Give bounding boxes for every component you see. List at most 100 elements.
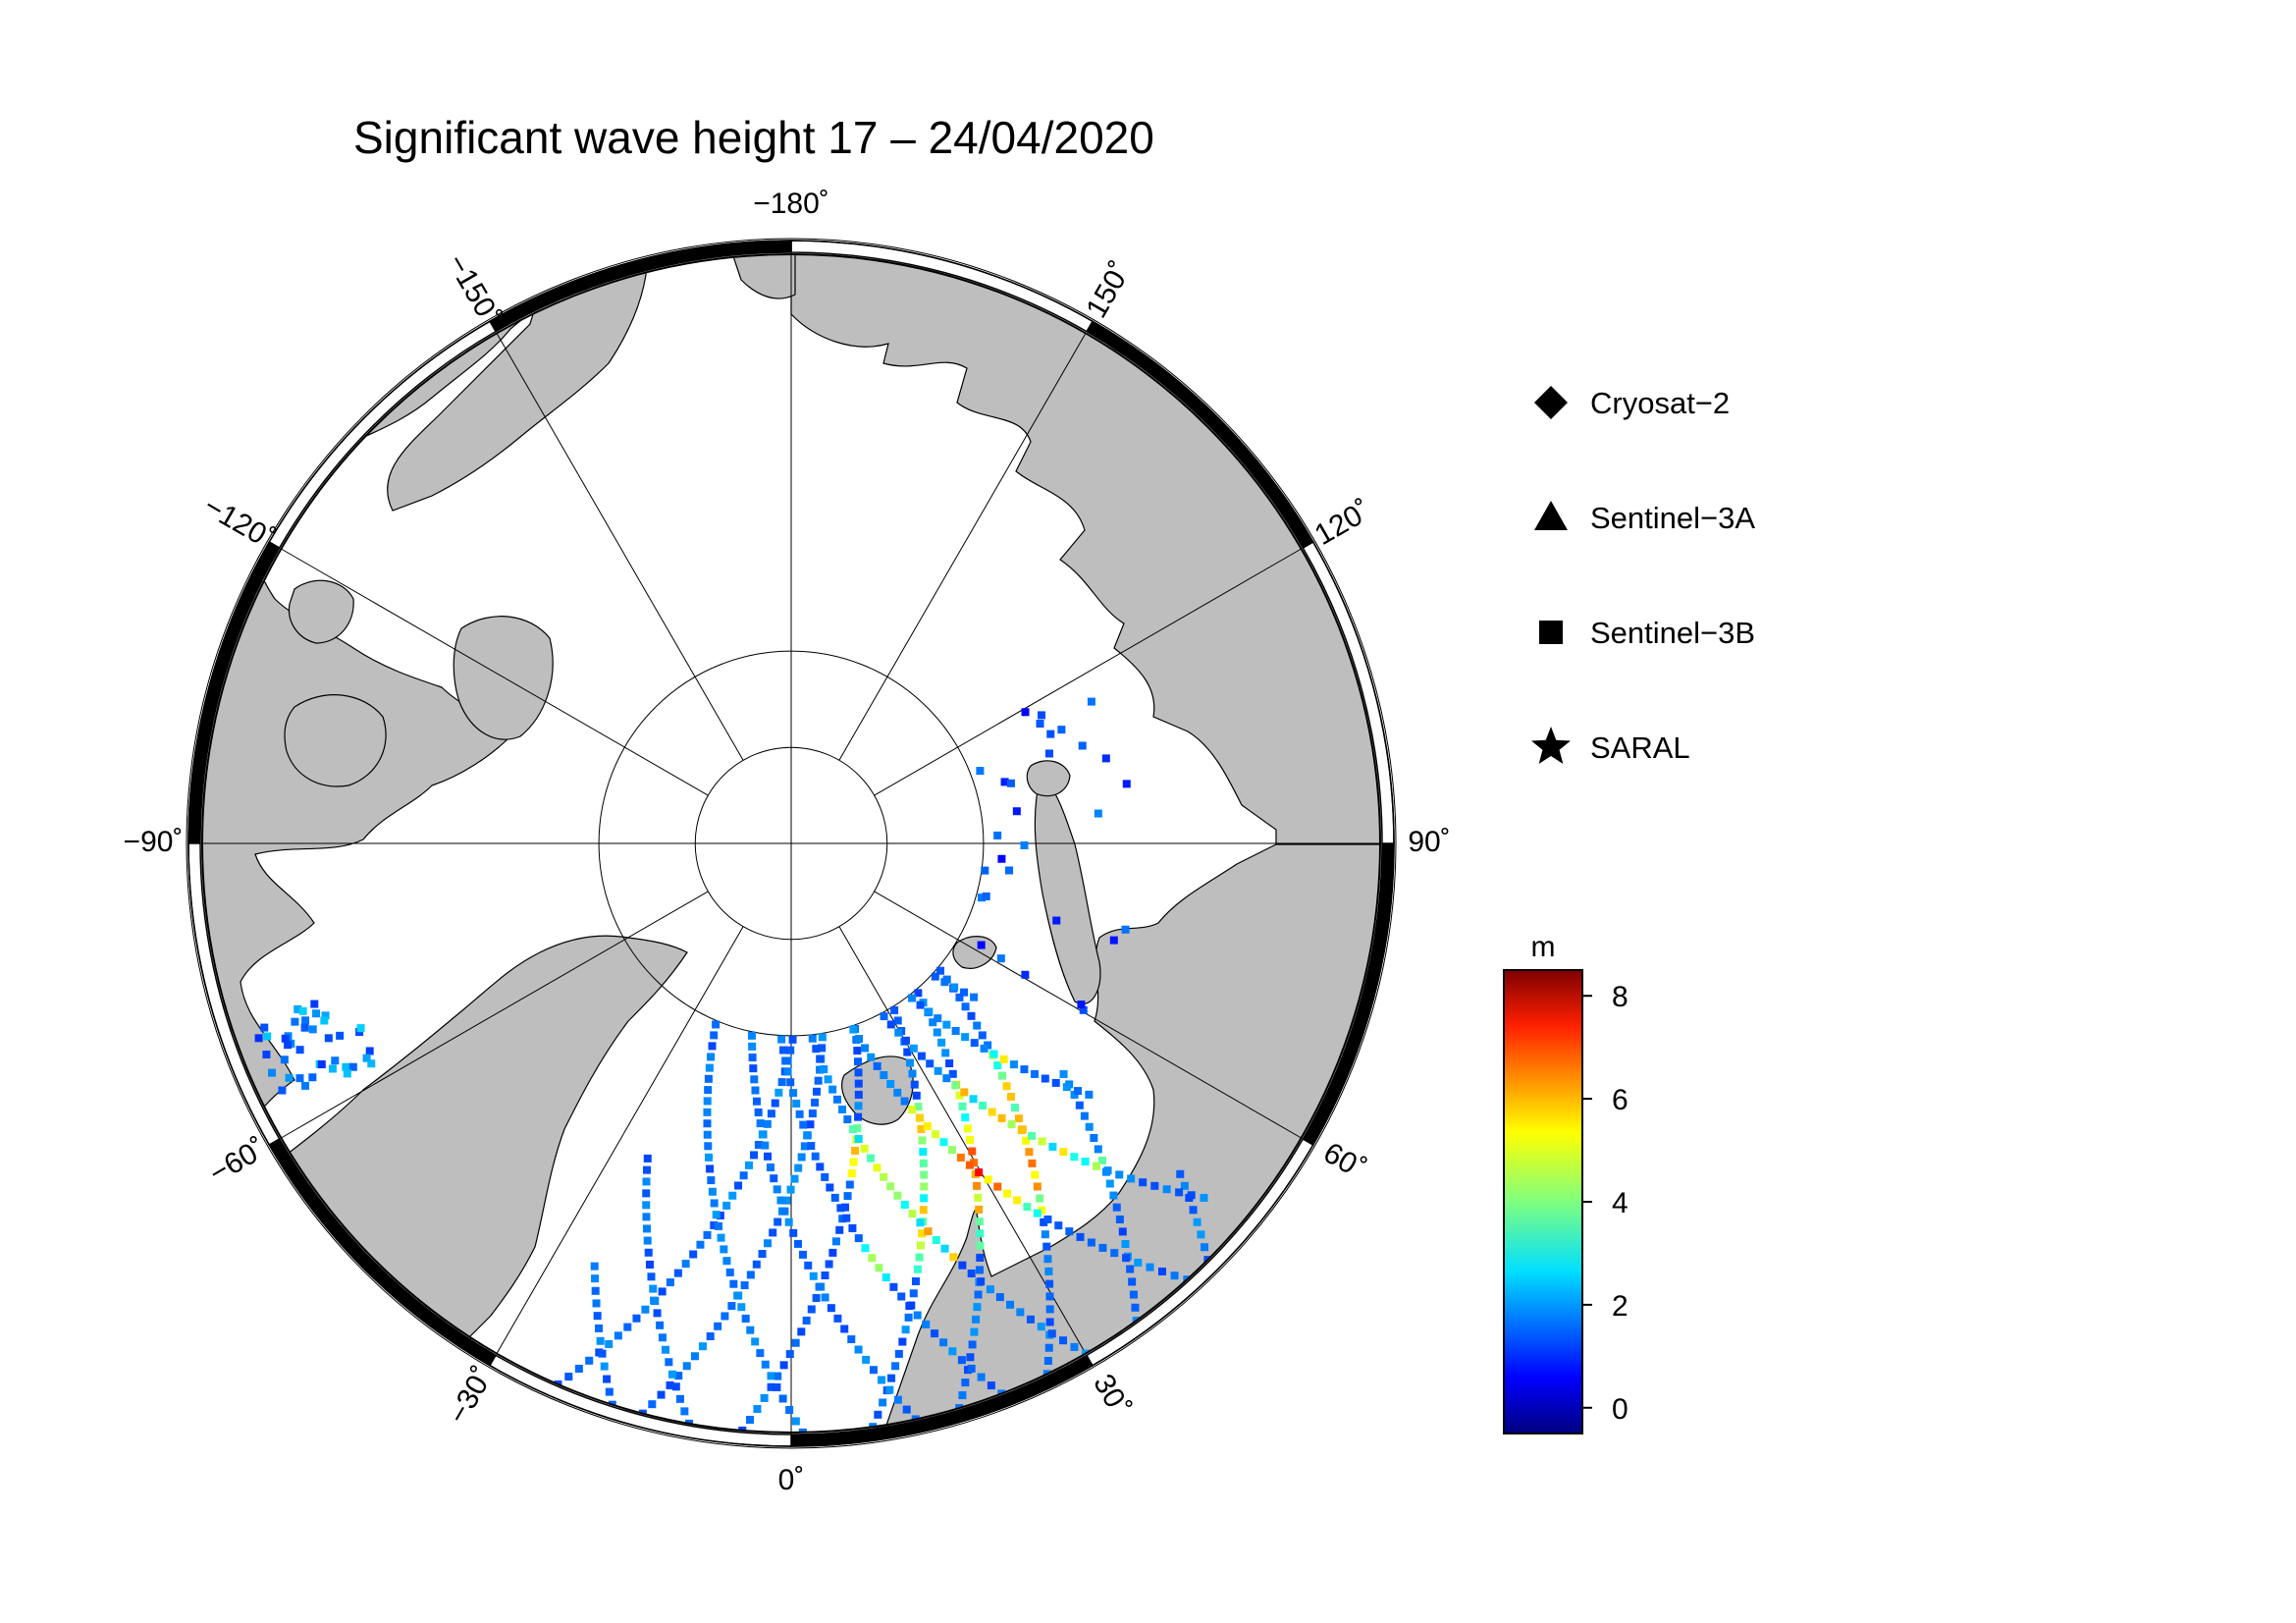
track-marker xyxy=(592,1299,601,1308)
track-marker xyxy=(999,1055,1008,1063)
track-marker xyxy=(957,1356,966,1365)
track-marker xyxy=(854,1234,863,1243)
track-marker xyxy=(958,1261,967,1270)
track-marker xyxy=(1036,720,1044,729)
track-marker xyxy=(773,1382,781,1391)
track-marker xyxy=(885,1385,894,1394)
track-marker xyxy=(727,1302,736,1311)
track-marker xyxy=(976,1253,985,1262)
track-marker xyxy=(675,1394,684,1403)
track-marker xyxy=(1109,1191,1118,1200)
track-marker xyxy=(294,1004,302,1013)
track-marker xyxy=(365,1047,374,1055)
track-marker xyxy=(1044,1343,1053,1352)
track-marker xyxy=(1079,1005,1088,1014)
track-marker xyxy=(704,1086,713,1095)
map-edge xyxy=(201,253,1381,1434)
track-marker xyxy=(824,1075,832,1084)
track-marker xyxy=(1129,1290,1138,1299)
track-marker xyxy=(268,1068,277,1077)
track-marker xyxy=(1128,1277,1137,1286)
track-marker xyxy=(913,1311,922,1320)
track-marker xyxy=(916,1218,925,1227)
track-marker xyxy=(1059,1336,1068,1345)
track-marker xyxy=(1045,1318,1054,1326)
track-marker xyxy=(880,1172,888,1181)
track-marker xyxy=(831,1237,840,1246)
track-marker xyxy=(973,1021,982,1030)
track-marker xyxy=(1048,1142,1057,1151)
track-marker xyxy=(900,1097,909,1106)
track-marker xyxy=(1006,779,1015,787)
track-marker xyxy=(1094,809,1102,818)
graticule xyxy=(202,254,1380,1433)
colorbar-tick-label: 0 xyxy=(1612,1393,1629,1426)
land-east-siberia-top xyxy=(730,254,796,299)
track-marker xyxy=(993,831,1002,839)
track-marker xyxy=(832,1095,841,1104)
track-marker xyxy=(854,1134,863,1143)
track-marker xyxy=(816,1055,825,1063)
track-marker xyxy=(680,1407,689,1416)
track-marker xyxy=(843,1192,852,1201)
track-marker xyxy=(1057,726,1066,734)
track-marker xyxy=(585,1356,594,1365)
track-marker xyxy=(642,1224,651,1233)
track-marker xyxy=(818,1033,827,1042)
track-marker xyxy=(643,1165,652,1174)
track-marker xyxy=(920,1170,929,1179)
track-marker xyxy=(1003,1189,1012,1198)
track-marker xyxy=(916,1001,925,1009)
colorbar: m 0 2 4 6 8 xyxy=(1503,931,1629,1434)
track-marker xyxy=(647,1272,656,1281)
altimeter-tracks xyxy=(254,697,1212,1433)
track-marker xyxy=(750,1151,759,1160)
track-marker xyxy=(643,1236,652,1245)
track-marker xyxy=(1105,1179,1114,1188)
track-marker xyxy=(295,1046,304,1055)
track-marker xyxy=(1127,1174,1136,1183)
track-marker xyxy=(681,1260,690,1269)
track-marker xyxy=(295,1074,304,1083)
track-marker xyxy=(905,1058,914,1067)
track-marker xyxy=(963,1124,972,1133)
track-marker xyxy=(710,1220,719,1229)
track-marker xyxy=(1054,1221,1063,1230)
track-marker xyxy=(981,866,989,875)
track-marker xyxy=(1026,1315,1035,1324)
track-marker xyxy=(1041,1074,1049,1083)
track-marker xyxy=(658,1287,667,1296)
track-marker xyxy=(1011,1104,1020,1112)
track-marker xyxy=(746,1271,755,1279)
track-marker xyxy=(706,1332,715,1341)
track-marker xyxy=(714,1322,722,1330)
track-marker xyxy=(880,1070,888,1079)
track-marker xyxy=(929,1018,937,1027)
track-marker xyxy=(254,1034,263,1043)
track-marker xyxy=(284,1041,293,1050)
track-marker xyxy=(868,1254,877,1263)
track-marker xyxy=(1110,1249,1119,1258)
track-marker xyxy=(1040,1217,1048,1226)
track-marker xyxy=(926,1059,934,1068)
track-marker xyxy=(342,1062,350,1071)
track-marker xyxy=(786,1046,795,1055)
track-marker xyxy=(767,1382,775,1391)
track-marker xyxy=(1139,1178,1148,1187)
track-marker xyxy=(925,1007,934,1016)
track-marker xyxy=(752,1097,761,1106)
track-marker xyxy=(707,1053,716,1061)
track-marker xyxy=(744,1161,753,1169)
track-marker xyxy=(901,1036,910,1045)
track-marker xyxy=(965,1161,974,1169)
track-marker xyxy=(949,1253,958,1262)
track-marker xyxy=(976,1229,985,1238)
track-marker xyxy=(933,1028,941,1037)
track-marker xyxy=(367,1059,376,1068)
track-marker xyxy=(975,1205,984,1214)
track-marker xyxy=(893,1016,902,1025)
track-marker xyxy=(746,1325,755,1334)
track-marker xyxy=(1021,708,1030,717)
track-marker xyxy=(814,1076,823,1085)
track-marker xyxy=(821,1293,829,1302)
